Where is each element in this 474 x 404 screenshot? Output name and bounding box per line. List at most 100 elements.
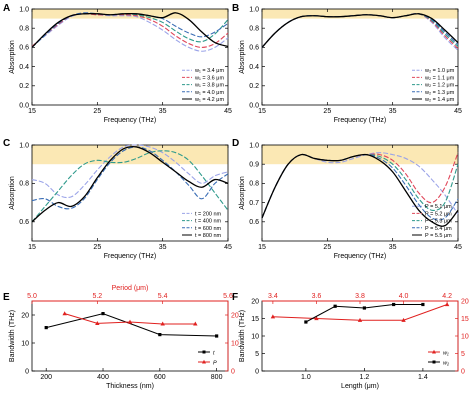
data-point (270, 314, 276, 319)
data-point (362, 306, 366, 310)
x-tick-label: 1.2 (360, 374, 370, 381)
series-line-1 (261, 13, 459, 49)
plot-frame (31, 144, 229, 242)
x-tick-label: 15 (258, 108, 266, 115)
legend-label: w₂ = 1.0 μm (424, 68, 455, 74)
x2-tick-label: 4.2 (442, 293, 452, 300)
x-tick-label: 600 (154, 374, 166, 381)
data-point (333, 304, 337, 308)
y-tick-label: 0.2 (19, 83, 29, 90)
y-tick-label: 0.8 (249, 181, 259, 188)
series-line-0 (261, 152, 459, 219)
x-tick-label: 45 (454, 108, 462, 115)
data-point (444, 302, 450, 307)
panel-letter: C (3, 138, 10, 149)
series-line-0 (31, 144, 229, 199)
x-tick-label: 25 (323, 108, 331, 115)
series-line-t (46, 313, 217, 337)
series-line-3 (261, 13, 459, 48)
data-point (357, 317, 363, 322)
panel-f: F 1.0 1.2 1.4 0 5 10 15 20 Length (μm) Bandwidth (… (232, 292, 469, 390)
panel-letter: F (232, 292, 238, 303)
y-axis-label: Absorption (9, 40, 16, 74)
data-point (401, 317, 406, 322)
y-tick-label: 0.0 (249, 102, 259, 109)
y2-tick-label: 0 (461, 368, 465, 375)
y-tick-label: 20 (21, 312, 29, 319)
x2-tick-label: 5.0 (27, 293, 37, 300)
data-point (304, 320, 308, 324)
legend-label: w₁ = 3.6 μm (194, 75, 224, 81)
series-line-2 (31, 13, 229, 48)
data-point (392, 302, 396, 307)
legend-label: P (213, 360, 217, 366)
series-line-0 (261, 12, 459, 51)
x-tick-label: 15 (258, 244, 266, 251)
x-axis-label: Thickness (nm) (106, 383, 154, 390)
x2-tick-label: 3.6 (312, 293, 322, 300)
y-tick-label: 1.0 (249, 142, 259, 149)
y-tick-label: 0.9 (249, 162, 259, 169)
x-axis-label: Frequency (THz) (104, 253, 157, 260)
y-axis-label: Bandwidth (THz) (9, 310, 16, 362)
data-point (193, 321, 198, 326)
y-tick-label: 0.6 (249, 219, 259, 226)
x-tick-label: 25 (323, 244, 331, 251)
x-tick-label: 1.0 (301, 374, 311, 381)
y-tick-label: 1.0 (19, 6, 29, 13)
legend-label: w₁ = 3.4 μm (194, 68, 224, 74)
y2-tick-label: 20 (461, 298, 469, 305)
legend-label: t = 800 nm (195, 233, 222, 239)
data-point (44, 326, 48, 330)
y-tick-label: 0.8 (19, 26, 29, 33)
legend-label: w₁ = 4.2 μm (194, 97, 224, 103)
y-tick-label: 1.0 (19, 142, 29, 149)
plot-frame (261, 144, 459, 242)
y-tick-label: 0.8 (249, 26, 259, 33)
data-point (127, 319, 133, 324)
series-line-4 (261, 13, 459, 48)
y-tick-label: 15 (251, 316, 259, 323)
y2-tick-label: 5 (461, 351, 465, 358)
legend-label: P = 5.5 μm (425, 233, 452, 239)
y2-tick-label: 10 (461, 333, 469, 340)
legend-marker (432, 349, 436, 354)
data-point (314, 316, 319, 321)
x2-tick-label: 4.0 (399, 293, 409, 300)
target-band (32, 145, 228, 165)
data-point (160, 321, 165, 326)
x-axis-label: Frequency (THz) (334, 253, 387, 260)
y2-tick-label: 0 (231, 368, 235, 375)
legend-label: w₁ (443, 350, 449, 356)
x-tick-label: 800 (211, 374, 223, 381)
y-axis-label: Absorption (239, 40, 246, 74)
legend-marker (202, 359, 206, 364)
legend-label: P = 5.4 μm (425, 226, 452, 232)
plot-frame (261, 8, 459, 106)
y-tick-label: 0.4 (19, 64, 29, 71)
legend-label: t = 200 nm (195, 211, 222, 217)
x-axis-label: Length (μm) (341, 383, 379, 390)
y2-tick-label: 10 (231, 340, 239, 347)
data-point (215, 334, 219, 338)
y2-tick-label: 20 (231, 312, 239, 319)
y-tick-label: 10 (21, 340, 29, 347)
y-tick-label: 0.7 (249, 200, 259, 207)
panel-letter: A (3, 3, 10, 14)
panel-a: A 15 25 35 45 0.0 0.2 0.4 0.6 0.8 1.0 Frequency (TH… (3, 3, 232, 124)
x-tick-label: 25 (93, 108, 101, 115)
x-tick-label: 400 (97, 374, 109, 381)
x-tick-label: 15 (28, 244, 36, 251)
legend-label: t = 400 nm (195, 219, 222, 225)
x2-tick-label: 3.4 (268, 293, 278, 300)
legend-label: w₂ = 1.3 μm (424, 90, 455, 96)
panel-c: C 15 25 35 45 0.6 0.8 1.0 Frequency (THz) Absorpt… (3, 138, 232, 260)
legend-label: t = 600 nm (195, 226, 222, 232)
x2-axis-label: Period (μm) (112, 285, 149, 292)
series-line-4 (261, 153, 459, 227)
legend-label: w₂ = 1.4 μm (424, 97, 455, 103)
x-tick-label: 15 (28, 108, 36, 115)
x-axis-label: Frequency (THz) (104, 117, 157, 124)
